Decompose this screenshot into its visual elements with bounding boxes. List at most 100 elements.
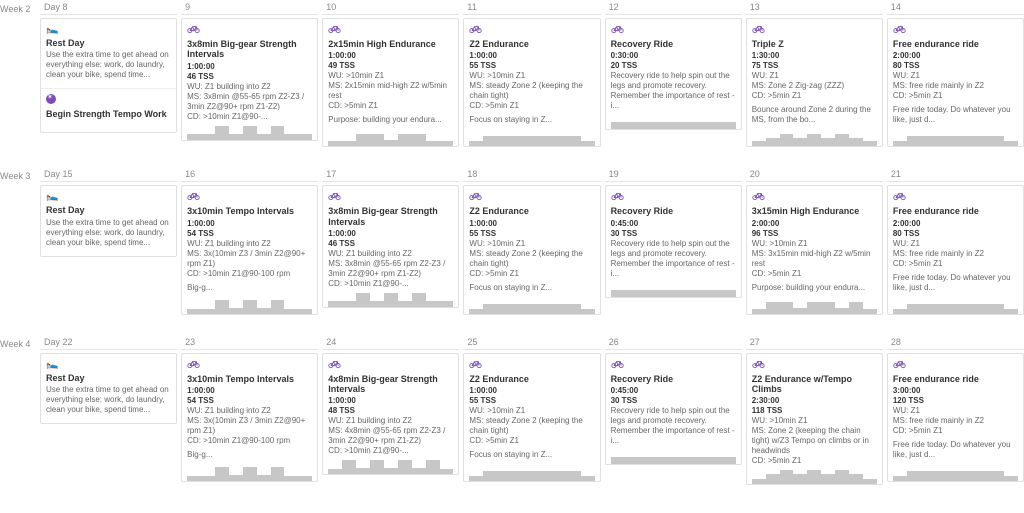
workout-title: 3x10min Tempo Intervals [187, 206, 312, 216]
workout-card[interactable]: 3x15min High Endurance2:00:0096 TSSWU: >… [746, 185, 883, 314]
workout-title: Free endurance ride [893, 206, 1018, 216]
week-label: Week 4 [0, 335, 40, 486]
workout-detail-line: MS: 3x15min mid-high Z2 w/5min rest [752, 249, 877, 269]
workout-tss: 20 TSS [611, 61, 736, 71]
workout-title: Z2 Endurance [469, 374, 594, 384]
day-column: Day 15🛌Rest DayUse the extra time to get… [40, 167, 177, 314]
workout-detail-line: CD: >10min Z1@90-100 rpm [187, 436, 312, 446]
workout-profile-chart [469, 296, 594, 314]
workout-detail-line: WU: Z1 building into Z2 [328, 249, 453, 259]
bike-icon [752, 191, 877, 203]
workout-note: Bounce around Zone 2 during the MS, from… [752, 105, 877, 125]
day-header: Day 8 [40, 0, 177, 15]
workout-card[interactable]: 4x8min Big-gear Strength Intervals1:00:0… [322, 353, 459, 476]
workout-profile-chart [328, 289, 453, 307]
workout-tss: 30 TSS [611, 396, 736, 406]
rest-day-card[interactable]: 🛌Rest DayUse the extra time to get ahead… [40, 18, 177, 133]
day-column: 28 Free endurance ride3:00:00120 TSSWU: Z… [887, 335, 1024, 486]
days-container: Day 8 🛌Rest DayUse the extra time to get … [40, 0, 1024, 147]
workout-detail-line: WU: >10min Z1 [328, 71, 453, 81]
workout-card[interactable]: Z2 Endurance1:00:0055 TSSWU: >10min Z1MS… [463, 18, 600, 147]
workout-duration: 0:30:00 [611, 51, 736, 61]
workout-duration: 2:00:00 [893, 51, 1018, 61]
workout-profile-chart [893, 296, 1018, 314]
workout-card[interactable]: Free endurance ride3:00:00120 TSSWU: Z1M… [887, 353, 1024, 482]
workout-detail-line: WU: >10min Z1 [752, 239, 877, 249]
bike-icon [893, 191, 1018, 203]
workout-profile-chart [752, 466, 877, 484]
workout-detail-line: CD: >5min Z1 [752, 91, 877, 101]
workout-title: Recovery Ride [611, 374, 736, 384]
day-header: 16 [181, 167, 318, 182]
workout-description: Use the extra time to get ahead on every… [46, 385, 171, 415]
workout-card[interactable]: Recovery Ride 0:30:0020 TSSRecovery ride … [605, 18, 742, 130]
workout-title: Rest Day [46, 38, 171, 48]
workout-profile-chart [187, 296, 312, 314]
week-row: Week 4Day 22🛌Rest DayUse the extra time … [0, 335, 1024, 486]
workout-duration: 1:00:00 [469, 51, 594, 61]
workout-note: Free ride today. Do whatever you like, j… [893, 105, 1018, 125]
event-card[interactable]: Begin Strength Tempo Work [41, 88, 176, 126]
workout-card[interactable]: Z2 Endurance w/Tempo Climbs2:30:00118 TS… [746, 353, 883, 486]
workout-title: 3x8min Big-gear Strength Intervals [328, 206, 453, 227]
workout-tss: 120 TSS [893, 396, 1018, 406]
workout-detail-line: MS: free ride mainly in Z2 [893, 249, 1018, 259]
day-header: 28 [887, 335, 1024, 350]
day-header: 14 [887, 0, 1024, 15]
bike-icon [187, 24, 312, 36]
workout-card[interactable]: Recovery Ride0:45:0030 TSSRecovery ride … [605, 353, 742, 465]
workout-detail-line: Recovery ride to help spin out the legs … [611, 239, 736, 279]
bike-icon [187, 359, 312, 371]
workout-profile-chart [752, 128, 877, 146]
workout-detail-line: MS: 3x(10min Z3 / 3min Z2@90+ rpm Z1) [187, 249, 312, 269]
workout-profile-chart [328, 456, 453, 474]
day-column: 11 Z2 Endurance1:00:0055 TSSWU: >10min Z1… [463, 0, 600, 147]
workout-profile-chart [893, 128, 1018, 146]
workout-title: Rest Day [46, 205, 171, 215]
bike-icon [611, 359, 736, 371]
workout-detail-line: WU: >10min Z1 [469, 406, 594, 416]
day-header: 26 [605, 335, 742, 350]
rest-day-card[interactable]: 🛌Rest DayUse the extra time to get ahead… [40, 185, 177, 256]
workout-detail-line: MS: free ride mainly in Z2 [893, 416, 1018, 426]
workout-note: Big-g... [187, 283, 312, 293]
workout-tss: 55 TSS [469, 396, 594, 406]
workout-title: Z2 Endurance w/Tempo Climbs [752, 374, 877, 395]
workout-detail-line: WU: Z1 building into Z2 [187, 82, 312, 92]
day-column: 233x10min Tempo Intervals1:00:0054 TSSWU… [181, 335, 318, 486]
rest-icon: 🛌 [46, 191, 171, 202]
workout-card[interactable]: Z2 Endurance1:00:0055 TSSWU: >10min Z1MS… [463, 353, 600, 482]
workout-duration: 2:30:00 [752, 396, 877, 406]
workout-card[interactable]: Free endurance ride2:00:0080 TSSWU: Z1MS… [887, 18, 1024, 147]
workout-card[interactable]: Free endurance ride2:00:0080 TSSWU: Z1MS… [887, 185, 1024, 314]
event-title: Begin Strength Tempo Work [46, 109, 171, 119]
workout-detail-line: MS: 3x8min @55-65 rpm Z2-Z3 / 3min Z2@90… [328, 259, 453, 279]
workout-card[interactable]: 2x15min High Endurance1:00:0049 TSSWU: >… [322, 18, 459, 147]
day-column: 102x15min High Endurance1:00:0049 TSSWU:… [322, 0, 459, 147]
workout-title: Recovery Ride [611, 39, 736, 49]
workout-card[interactable]: Triple Z1:30:0075 TSSWU: Z1MS: Zone 2 Zi… [746, 18, 883, 147]
workout-tss: 80 TSS [893, 61, 1018, 71]
workout-card[interactable]: Z2 Endurance1:00:0055 TSSWU: >10min Z1MS… [463, 185, 600, 314]
bike-icon [893, 24, 1018, 36]
workout-detail-line: MS: steady Zone 2 (keeping the chain tig… [469, 249, 594, 269]
workout-tss: 49 TSS [328, 61, 453, 71]
workout-detail-line: WU: Z1 building into Z2 [328, 416, 453, 426]
workout-card[interactable]: 3x8min Big-gear Strength Intervals1:00:0… [181, 18, 318, 141]
workout-detail-line: CD: >10min Z1@90-... [328, 446, 453, 456]
workout-title: 2x15min High Endurance [328, 39, 453, 49]
workout-card[interactable]: 3x10min Tempo Intervals1:00:0054 TSSWU: … [181, 353, 318, 482]
workout-card[interactable]: 3x8min Big-gear Strength Intervals1:00:0… [322, 185, 459, 308]
week-row: Week 2Day 8🛌Rest DayUse the extra time t… [0, 0, 1024, 147]
workout-title: Triple Z [752, 39, 877, 49]
rest-day-card[interactable]: 🛌Rest DayUse the extra time to get ahead… [40, 353, 177, 424]
workout-detail-line: WU: >10min Z1 [469, 71, 594, 81]
workout-card[interactable]: 3x10min Tempo Intervals1:00:0054 TSSWU: … [181, 185, 318, 314]
workout-detail-line: Recovery ride to help spin out the legs … [611, 71, 736, 111]
workout-detail-line: CD: >5min Z1 [469, 269, 594, 279]
workout-duration: 1:00:00 [469, 219, 594, 229]
days-container: Day 15🛌Rest DayUse the extra time to get… [40, 167, 1024, 314]
workout-card[interactable]: Recovery Ride0:45:0030 TSSRecovery ride … [605, 185, 742, 297]
day-header: 11 [463, 0, 600, 15]
workout-duration: 0:45:00 [611, 219, 736, 229]
